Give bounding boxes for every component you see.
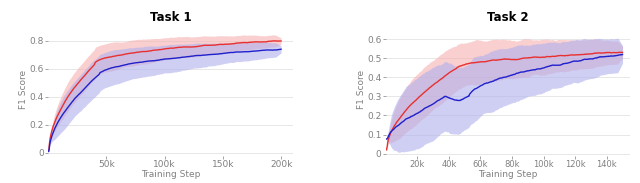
Y-axis label: F1 Score: F1 Score xyxy=(19,70,28,109)
X-axis label: Training Step: Training Step xyxy=(141,170,200,179)
Title: Task 2: Task 2 xyxy=(487,11,529,24)
Y-axis label: F1 Score: F1 Score xyxy=(356,70,366,109)
X-axis label: Training Step: Training Step xyxy=(478,170,538,179)
Title: Task 1: Task 1 xyxy=(150,11,191,24)
